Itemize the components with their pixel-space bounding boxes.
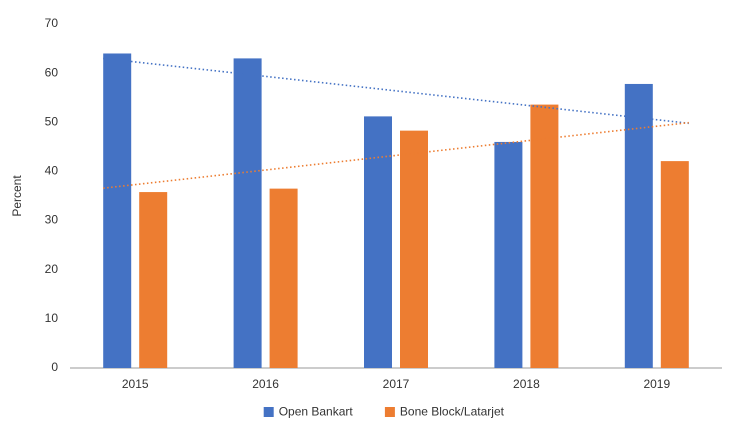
bar bbox=[233, 58, 262, 369]
trendline bbox=[103, 121, 689, 189]
x-tick-label: 2018 bbox=[513, 377, 540, 391]
trendline bbox=[103, 57, 689, 125]
bar bbox=[660, 161, 689, 368]
y-tick-label: 20 bbox=[45, 262, 59, 276]
bar bbox=[269, 188, 298, 368]
y-tick-label: 70 bbox=[45, 16, 59, 30]
y-tick-label: 50 bbox=[45, 114, 59, 128]
x-tick-label: 2015 bbox=[122, 377, 149, 391]
bar bbox=[364, 116, 392, 368]
bar bbox=[139, 192, 168, 368]
x-tick-label: 2016 bbox=[252, 377, 279, 391]
legend-label: Open Bankart bbox=[279, 405, 354, 419]
bar bbox=[103, 53, 132, 368]
x-tick-label: 2017 bbox=[383, 377, 410, 391]
y-tick-label: 30 bbox=[45, 213, 59, 227]
bar bbox=[624, 83, 653, 368]
bar bbox=[494, 141, 523, 368]
x-tick-label: 2019 bbox=[643, 377, 670, 391]
bar bbox=[530, 104, 559, 368]
y-tick-label: 10 bbox=[45, 311, 59, 325]
legend-swatch bbox=[384, 407, 395, 417]
y-tick-label: 0 bbox=[51, 360, 58, 374]
bar bbox=[400, 130, 428, 368]
legend-label: Bone Block/Latarjet bbox=[400, 405, 505, 419]
legend-swatch bbox=[263, 407, 274, 417]
y-tick-label: 60 bbox=[45, 65, 59, 79]
y-axis-label: Percent bbox=[10, 175, 24, 217]
y-tick-label: 40 bbox=[45, 164, 59, 178]
